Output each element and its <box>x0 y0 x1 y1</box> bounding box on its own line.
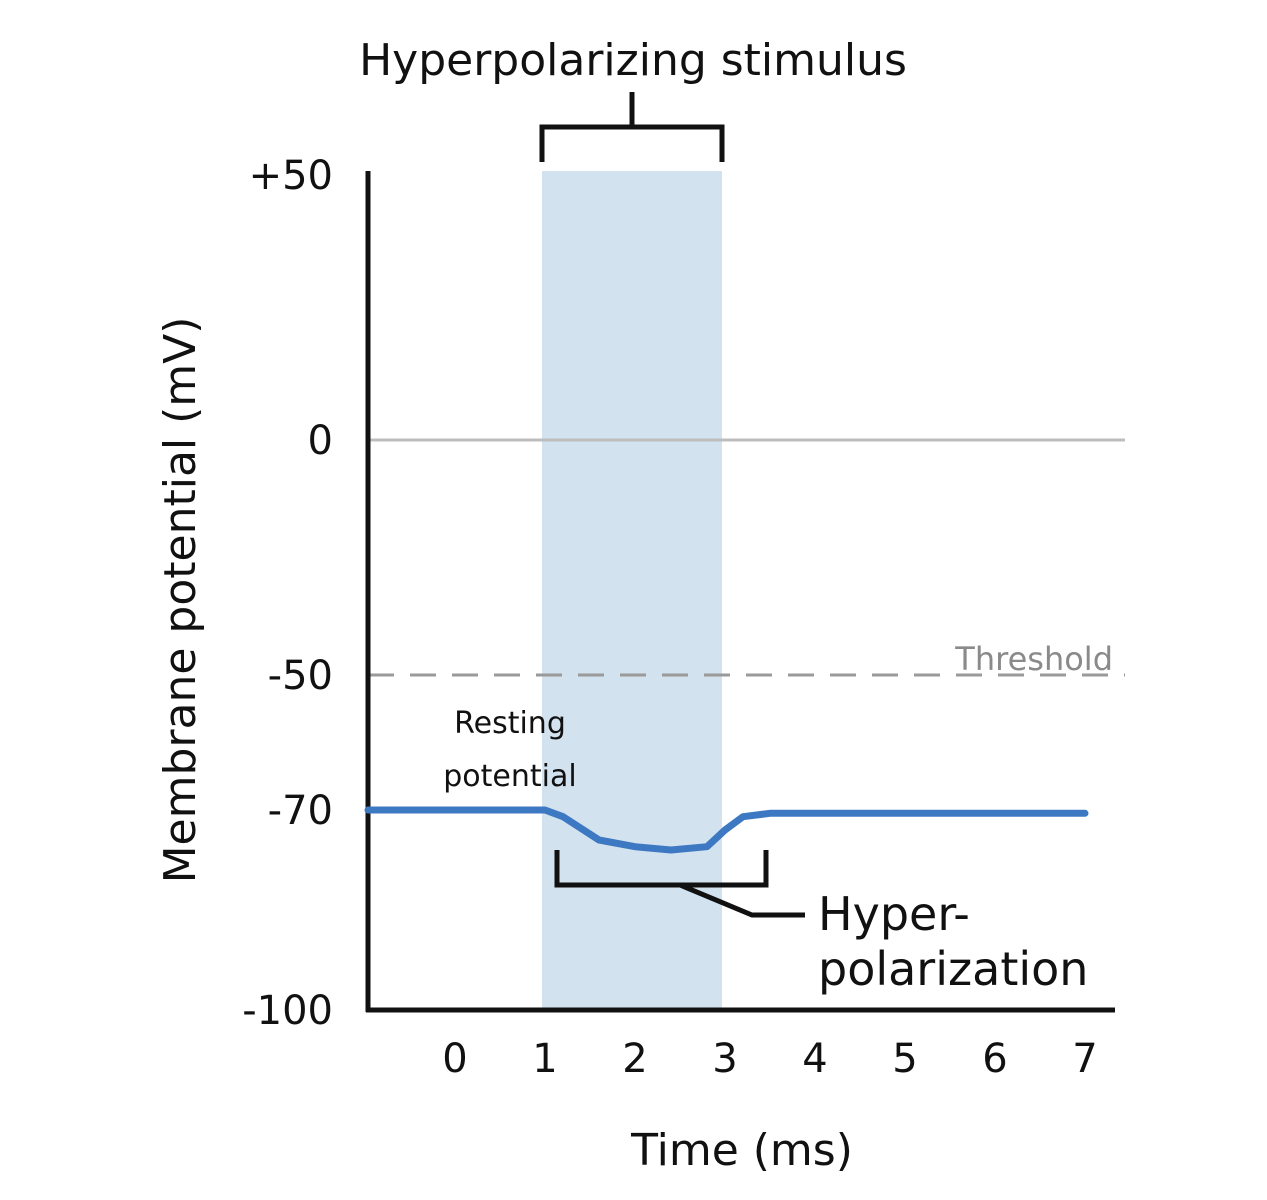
y-tick-label: +50 <box>249 153 333 199</box>
y-tick-label: -50 <box>268 653 333 699</box>
x-tick-label: 6 <box>982 1036 1007 1082</box>
hyperpolarization-bracket <box>554 850 769 888</box>
hyperpolarization-leader <box>679 882 805 918</box>
x-tick-label: 3 <box>712 1036 737 1082</box>
membrane-potential-line <box>364 806 1089 854</box>
y-tick-label: -70 <box>268 788 333 834</box>
x-axis-label: Time (ms) <box>630 1125 853 1176</box>
chart-title: Hyperpolarizing stimulus <box>359 35 907 86</box>
x-tick-label: 4 <box>802 1036 827 1082</box>
hyperpolarization-label-line2: polarization <box>818 942 1088 996</box>
y-axis-label: Membrane potential (mV) <box>155 317 206 884</box>
hyperpolarization-label-line1: Hyper- <box>818 887 970 941</box>
x-tick-label: 1 <box>532 1036 557 1082</box>
resting-potential-label-line2: potential <box>443 759 576 794</box>
resting-potential-label-line1: Resting <box>454 706 566 741</box>
y-tick-label: -100 <box>242 988 333 1034</box>
x-tick-label: 0 <box>442 1036 467 1082</box>
stimulus-band <box>542 171 722 1010</box>
x-tick-label: 2 <box>622 1036 647 1082</box>
stimulus-bracket <box>539 124 725 162</box>
x-tick-label: 5 <box>892 1036 917 1082</box>
x-tick-label: 7 <box>1072 1036 1097 1082</box>
y-tick-label: 0 <box>308 418 333 464</box>
threshold-label: Threshold <box>954 640 1113 678</box>
